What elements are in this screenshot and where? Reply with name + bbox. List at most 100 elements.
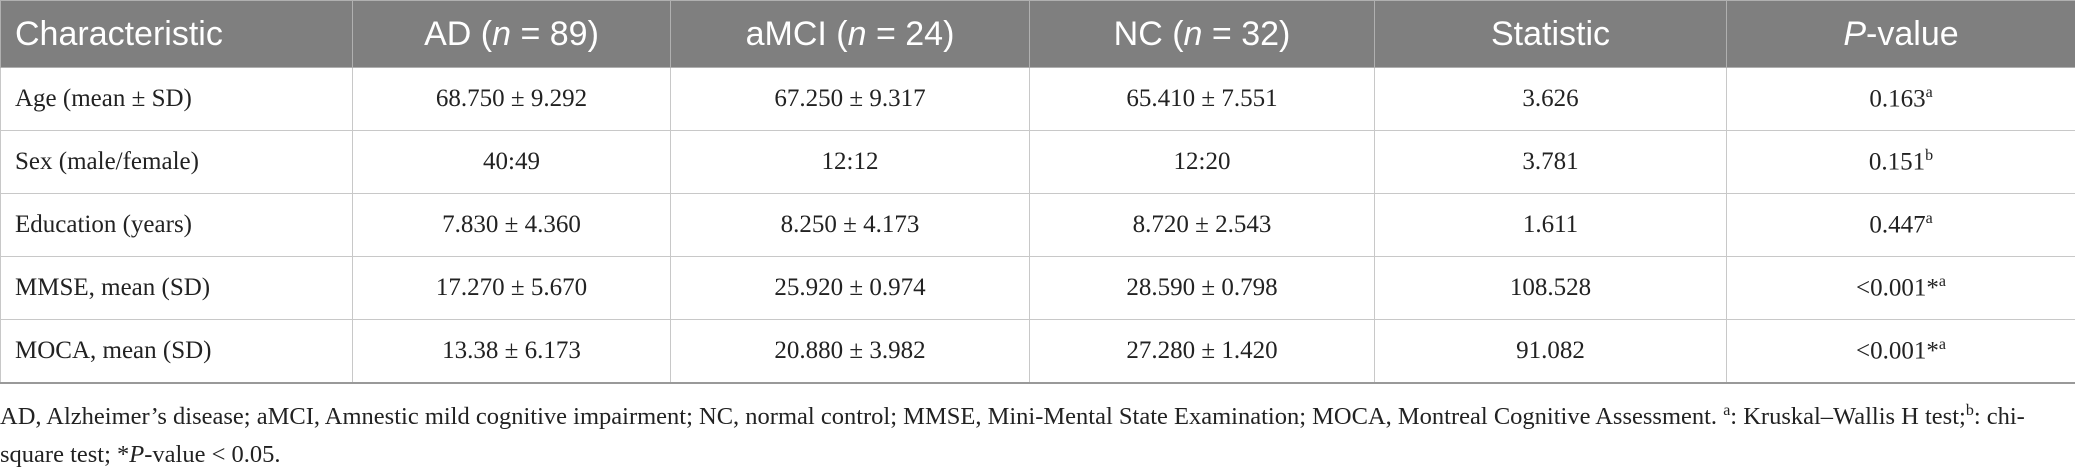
- table-cell: MMSE, mean (SD): [0, 256, 353, 320]
- cell-text: 0.151: [1868, 148, 1926, 176]
- header-cell: AD (n = 89): [352, 0, 671, 68]
- table-row: Age (mean ± SD) 68.750 ± 9.292 67.250 ± 9.…: [0, 67, 2075, 131]
- table-cell: 8.250 ± 4.173: [670, 193, 1030, 257]
- table-cell: 108.528: [1374, 256, 1727, 320]
- table-cell: 28.590 ± 0.798: [1029, 256, 1375, 320]
- cell-text: 65.410 ± 7.551: [1126, 85, 1278, 112]
- table-cell: MOCA, mean (SD): [0, 319, 353, 384]
- cell-text: 68.750 ± 9.292: [435, 85, 588, 112]
- cell-text: 67.250 ± 9.317: [774, 85, 926, 112]
- cell-text: 25.920 ± 0.974: [774, 274, 926, 301]
- cell-text: 17.270 ± 5.670: [435, 274, 588, 301]
- cell-text: : chi-square test; *: [0, 403, 2025, 469]
- cell-text: 12:20: [1173, 148, 1231, 175]
- header-cell: P-value: [1726, 0, 2075, 68]
- cell-text: Age (mean ± SD): [15, 85, 192, 112]
- cell-text: <0.001*: [1856, 337, 1939, 365]
- table-cell: Education (years): [0, 193, 353, 257]
- cell-text: 13.38 ± 6.173: [442, 337, 581, 364]
- cell-text: -value < 0.05.: [144, 441, 281, 469]
- header-cell: NC (n = 32): [1029, 0, 1375, 68]
- table-cell: 0.151b: [1726, 130, 2075, 194]
- cell-text: MMSE, mean (SD): [15, 274, 211, 301]
- footnote: AD, Alzheimer’s disease; aMCI, Amnestic …: [0, 392, 2070, 473]
- cell-text: 1.611: [1522, 211, 1579, 238]
- superscript: a: [1938, 336, 1946, 354]
- table-row: Sex (male/female) 40:49 12:12 12:20 3.781 0.1…: [0, 130, 2075, 194]
- cell-text: NC (: [1113, 14, 1184, 53]
- cell-text: 3.626: [1522, 85, 1579, 112]
- superscript: a: [1925, 84, 1933, 102]
- table-cell: 1.611: [1374, 193, 1727, 257]
- cell-text: : Kruskal–Wallis H test;: [1730, 403, 1966, 431]
- cell-text: 7.830 ± 4.360: [442, 211, 581, 238]
- cell-text: 12:12: [821, 148, 879, 175]
- header-cell: aMCI (n = 24): [670, 0, 1030, 68]
- table-cell: 3.781: [1374, 130, 1727, 194]
- cell-text: 28.590 ± 0.798: [1126, 274, 1278, 301]
- table-cell: 67.250 ± 9.317: [670, 67, 1030, 131]
- table-cell: 91.082: [1374, 319, 1727, 384]
- table-cell: 65.410 ± 7.551: [1029, 67, 1375, 131]
- cell-text: = 32): [1202, 14, 1291, 53]
- table-row: MOCA, mean (SD) 13.38 ± 6.173 20.880 ± 3.9…: [0, 319, 2075, 384]
- cell-text: -value: [1866, 14, 1959, 53]
- header-row: Characteristic AD (n = 89) aMCI (n = 24) NC…: [0, 0, 2075, 68]
- table-cell: 20.880 ± 3.982: [670, 319, 1030, 384]
- cell-text: <0.001*: [1856, 274, 1939, 302]
- cell-text: 8.720 ± 2.543: [1132, 211, 1272, 238]
- cell-text: 3.781: [1522, 148, 1579, 175]
- cell-text: MOCA, mean (SD): [15, 337, 212, 364]
- table-cell: 0.447a: [1726, 193, 2075, 257]
- italic-text: P: [1843, 14, 1867, 53]
- italic-text: n: [492, 14, 512, 53]
- superscript: a: [1925, 210, 1933, 228]
- cell-text: 91.082: [1516, 337, 1585, 364]
- cell-text: 8.250 ± 4.173: [780, 211, 920, 238]
- italic-text: n: [847, 14, 867, 53]
- superscript: b: [1965, 402, 1974, 419]
- cell-text: AD (: [424, 14, 493, 53]
- italic-text: P: [129, 441, 145, 469]
- cell-text: 0.163: [1869, 85, 1926, 113]
- table-cell: 27.280 ± 1.420: [1029, 319, 1375, 384]
- table-cell: 3.626: [1374, 67, 1727, 131]
- table-cell: 17.270 ± 5.670: [352, 256, 671, 320]
- superscript: b: [1925, 147, 1934, 165]
- cell-text: = 24): [866, 14, 955, 53]
- cell-text: Statistic: [1490, 14, 1611, 53]
- header-cell: Characteristic: [0, 0, 353, 68]
- table-cell: 0.163a: [1726, 67, 2075, 131]
- superscript: a: [1938, 273, 1946, 291]
- cell-text: aMCI (: [745, 14, 848, 53]
- table-cell: 13.38 ± 6.173: [352, 319, 671, 384]
- cell-text: Sex (male/female): [15, 148, 199, 175]
- table-row: Education (years) 7.830 ± 4.360 8.250 ± 4.…: [0, 193, 2075, 257]
- table-cell: 7.830 ± 4.360: [352, 193, 671, 257]
- table-cell: <0.001*a: [1726, 256, 2075, 320]
- cell-text: 108.528: [1509, 274, 1592, 301]
- table-cell: 25.920 ± 0.974: [670, 256, 1030, 320]
- table-cell: 8.720 ± 2.543: [1029, 193, 1375, 257]
- cell-text: 40:49: [483, 148, 540, 175]
- cell-text: Education (years): [15, 211, 193, 238]
- table-cell: Age (mean ± SD): [0, 67, 353, 131]
- italic-text: n: [1183, 14, 1203, 53]
- cell-text: 0.447: [1869, 211, 1926, 239]
- table-cell: 12:12: [670, 130, 1030, 194]
- header-cell: Statistic: [1374, 0, 1727, 68]
- superscript: a: [1723, 402, 1731, 419]
- cell-text: 27.280 ± 1.420: [1126, 337, 1278, 364]
- table-cell: 68.750 ± 9.292: [352, 67, 671, 131]
- cell-text: 20.880 ± 3.982: [774, 337, 926, 364]
- cell-text: AD, Alzheimer’s disease; aMCI, Amnestic …: [0, 403, 1724, 431]
- table-cell: 12:20: [1029, 130, 1375, 194]
- table-cell: Sex (male/female): [0, 130, 353, 194]
- data-table: Characteristic AD (n = 89) aMCI (n = 24) NC…: [0, 0, 2075, 384]
- table-cell: <0.001*a: [1726, 319, 2075, 384]
- cell-text: = 89): [511, 14, 599, 53]
- table-row: MMSE, mean (SD) 17.270 ± 5.670 25.920 ± 0.…: [0, 256, 2075, 320]
- cell-text: Characteristic: [15, 14, 223, 53]
- table-cell: 40:49: [352, 130, 671, 194]
